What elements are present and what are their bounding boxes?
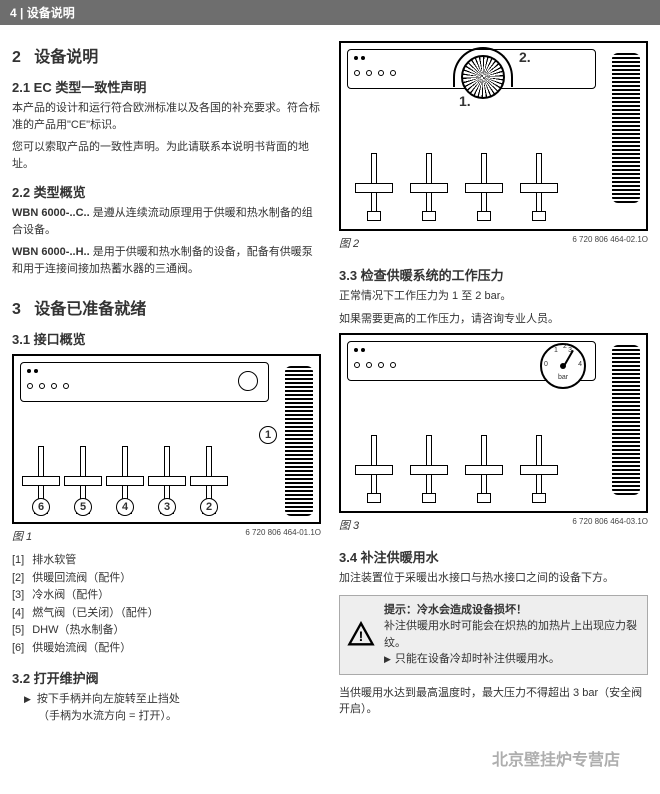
step-2-label: 2.	[519, 49, 531, 65]
figure-2: 1. 2.	[339, 41, 648, 231]
model-row: WBN 6000-..H.. 是用于供暖和热水制备的设备，配备有供暖泵和用于连接…	[12, 244, 321, 277]
s3-3-p1: 正常情况下工作压力为 1 至 2 bar。	[339, 288, 648, 305]
fig2-caption: 图 2 6 720 806 464-02.1O	[339, 235, 648, 251]
legend-item: [5] DHW（热水制备）	[12, 622, 321, 640]
fig2-label: 图 2	[339, 235, 359, 251]
legend-item: [2] 供暖回流阀（配件）	[12, 570, 321, 588]
warning-icon: !	[346, 602, 376, 668]
s3-4-p1: 加注装置位于采暖出水接口与热水接口之间的设备下方。	[339, 570, 648, 587]
s2-1-p1: 本产品的设计和运行符合欧洲标准以及各国的补充要求。符合标准的产品用"CE"标识。	[12, 100, 321, 133]
model-code: WBN 6000-..H..	[12, 246, 90, 258]
s2-2-heading: 2.2 类型概览	[12, 182, 321, 201]
h3-num: 3	[12, 301, 21, 318]
s2-1-p2: 您可以索取产品的一致性声明。为此请联系本说明书背面的地址。	[12, 139, 321, 172]
legend-item: [1] 排水软管	[12, 552, 321, 570]
model-code: WBN 6000-..C..	[12, 207, 90, 219]
h2-title: 设备说明	[34, 49, 98, 66]
callout-6: 6	[32, 498, 50, 516]
model-row: WBN 6000-..C.. 是遵从连续流动原理用于供暖和热水制备的组合设备。	[12, 205, 321, 238]
h2-heading: 2 设备说明	[12, 43, 321, 67]
h2-num: 2	[12, 49, 21, 66]
gauge-tick: 1	[554, 347, 558, 354]
legend-text: 冷水阀（配件）	[32, 587, 109, 605]
fig2-code: 6 720 806 464-02.1O	[572, 235, 648, 251]
tip-bullet: 只能在设备冷却时补注供暖用水。	[384, 651, 641, 668]
fig1-caption: 图 1 6 720 806 464-01.1O	[12, 528, 321, 544]
legend-num: [3]	[12, 587, 24, 605]
s3-1-heading: 3.1 接口概览	[12, 329, 321, 348]
s3-3-p2: 如果需要更高的工作压力，请咨询专业人员。	[339, 311, 648, 328]
gauge-tick: 4	[578, 361, 582, 368]
figure-1: 6 5 4 3 2 1	[12, 354, 321, 524]
callout-2: 2	[200, 498, 218, 516]
legend-text: 燃气阀（已关闭）（配件）	[32, 605, 159, 623]
legend-num: [1]	[12, 552, 24, 570]
h3-title: 设备已准备就绪	[34, 301, 146, 318]
svg-text:!: !	[359, 627, 364, 643]
legend-list: [1] 排水软管 [2] 供暖回流阀（配件） [3] 冷水阀（配件） [4] 燃气阀（已…	[12, 552, 321, 658]
legend-num: [6]	[12, 640, 24, 658]
gauge-tick: 3	[568, 347, 572, 354]
s3-2-bullet: 按下手柄并向左旋转至止挡处	[24, 691, 321, 708]
legend-text: 供暖回流阀（配件）	[32, 570, 131, 588]
fig3-code: 6 720 806 464-03.1O	[572, 517, 648, 533]
tip-title: 提示：冷水会造成设备损坏！	[384, 602, 641, 619]
legend-text: 排水软管	[32, 552, 76, 570]
legend-num: [5]	[12, 622, 24, 640]
legend-item: [4] 燃气阀（已关闭）（配件）	[12, 605, 321, 623]
fig1-label: 图 1	[12, 528, 32, 544]
legend-item: [6] 供暖始流阀（配件）	[12, 640, 321, 658]
callout-5: 5	[74, 498, 92, 516]
header-bar: 4 | 设备说明	[0, 0, 660, 25]
tip-box: ! 提示：冷水会造成设备损坏！ 补注供暖用水时可能会在炽热的加热片上出现应力裂纹…	[339, 595, 648, 675]
header-page: 4	[10, 6, 17, 20]
callout-4: 4	[116, 498, 134, 516]
gauge-tick: 0	[544, 361, 548, 368]
s3-4-heading: 3.4 补注供暖用水	[339, 547, 648, 566]
left-column: 2 设备说明 2.1 EC 类型一致性声明 本产品的设计和运行符合欧洲标准以及各…	[12, 35, 321, 724]
step-1-label: 1.	[459, 93, 471, 109]
legend-text: DHW（热水制备）	[32, 622, 124, 640]
legend-num: [2]	[12, 570, 24, 588]
gauge-unit: bar	[542, 374, 584, 381]
legend-text: 供暖始流阀（配件）	[32, 640, 131, 658]
s3-3-heading: 3.3 检查供暖系统的工作压力	[339, 265, 648, 284]
gauge-tick: 2	[563, 343, 567, 350]
fig3-label: 图 3	[339, 517, 359, 533]
header-title: 设备说明	[27, 6, 75, 20]
s3-2-heading: 3.2 打开维护阀	[12, 668, 321, 687]
callout-3: 3	[158, 498, 176, 516]
callout-1: 1	[259, 426, 277, 444]
figure-3: bar 0 1 2 3 4	[339, 333, 648, 513]
fig1-code: 6 720 806 464-01.1O	[245, 528, 321, 544]
fig3-caption: 图 3 6 720 806 464-03.1O	[339, 517, 648, 533]
h3-heading: 3 设备已准备就绪	[12, 295, 321, 319]
legend-num: [4]	[12, 605, 24, 623]
right-column: 1. 2. 图 2 6 720 806 464-02.1O 3.3 检查供暖系统…	[339, 35, 648, 724]
s2-1-heading: 2.1 EC 类型一致性声明	[12, 77, 321, 96]
tip-line: 补注供暖用水时可能会在炽热的加热片上出现应力裂纹。	[384, 618, 641, 651]
legend-item: [3] 冷水阀（配件）	[12, 587, 321, 605]
s3-2-note: （手柄为水流方向 = 打开）。	[38, 707, 321, 723]
watermark: 北京壁挂炉专营店	[492, 746, 620, 770]
bottom-note: 当供暖用水达到最高温度时，最大压力不得超出 3 bar（安全阀开启）。	[339, 685, 648, 718]
